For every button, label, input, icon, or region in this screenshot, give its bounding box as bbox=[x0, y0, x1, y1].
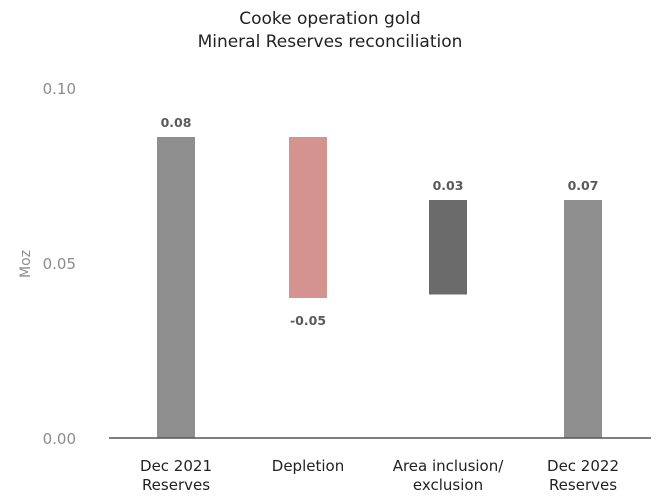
chart-title-line-2: Mineral Reserves reconciliation bbox=[198, 32, 463, 52]
y-axis-label: Moz bbox=[18, 250, 34, 278]
x-category-label: Reserves bbox=[549, 476, 617, 494]
y-tick-label: 0.05 bbox=[43, 255, 76, 273]
data-label: -0.05 bbox=[290, 313, 326, 328]
x-category-label: Depletion bbox=[272, 457, 344, 475]
data-label: 0.07 bbox=[568, 178, 599, 193]
y-tick-label: 0.00 bbox=[43, 430, 76, 448]
bar-increase bbox=[429, 200, 467, 295]
bar-total bbox=[157, 137, 195, 438]
data-label: 0.03 bbox=[433, 178, 464, 193]
x-category-label: exclusion bbox=[413, 476, 483, 494]
x-category-label: Dec 2021 bbox=[140, 457, 212, 475]
x-category-label: Area inclusion/ bbox=[393, 457, 505, 475]
x-category-label: Dec 2022 bbox=[547, 457, 619, 475]
y-tick-label: 0.10 bbox=[43, 80, 76, 98]
chart-title-line-1: Cooke operation gold bbox=[239, 9, 421, 29]
data-label: 0.08 bbox=[161, 115, 192, 130]
bar-total bbox=[564, 200, 602, 438]
x-category-label: Reserves bbox=[142, 476, 210, 494]
bar-decrease bbox=[289, 137, 327, 298]
